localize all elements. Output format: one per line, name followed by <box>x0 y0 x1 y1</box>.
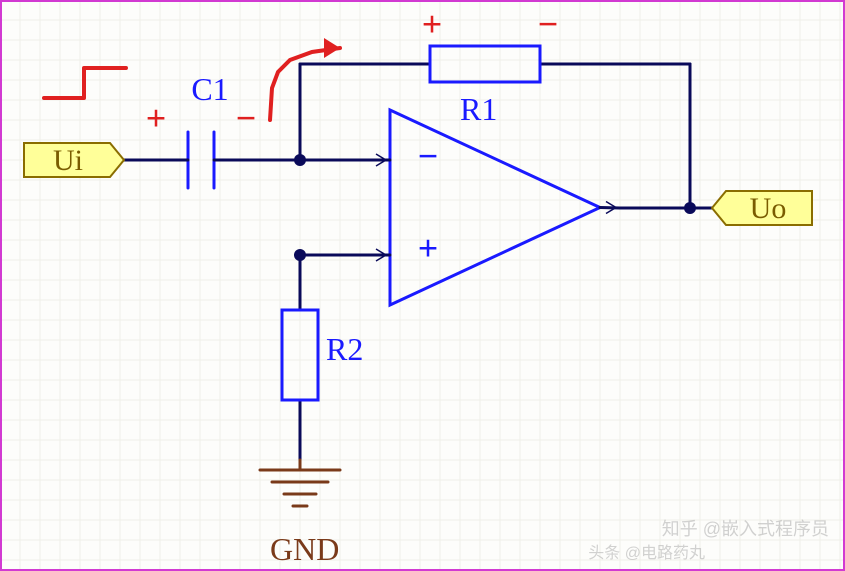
schematic-canvas: C1+−R1+−R2−+GNDUiUo <box>0 0 845 571</box>
polarity-plus-icon: + <box>146 98 167 138</box>
junction-node <box>684 202 696 214</box>
label-r1: R1 <box>460 91 497 127</box>
opamp-plus-icon: + <box>418 228 439 268</box>
label-gnd: GND <box>270 531 339 567</box>
opamp-minus-icon: − <box>418 136 439 176</box>
polarity-minus-icon: − <box>538 4 559 44</box>
label-c1: C1 <box>191 71 228 107</box>
port-uo-label: Uo <box>750 192 787 225</box>
port-ui-label: Ui <box>53 144 83 177</box>
junction-node <box>294 249 306 261</box>
polarity-plus-icon: + <box>422 4 443 44</box>
label-r2: R2 <box>326 331 363 367</box>
polarity-minus-icon: − <box>236 98 257 138</box>
junction-node <box>294 154 306 166</box>
